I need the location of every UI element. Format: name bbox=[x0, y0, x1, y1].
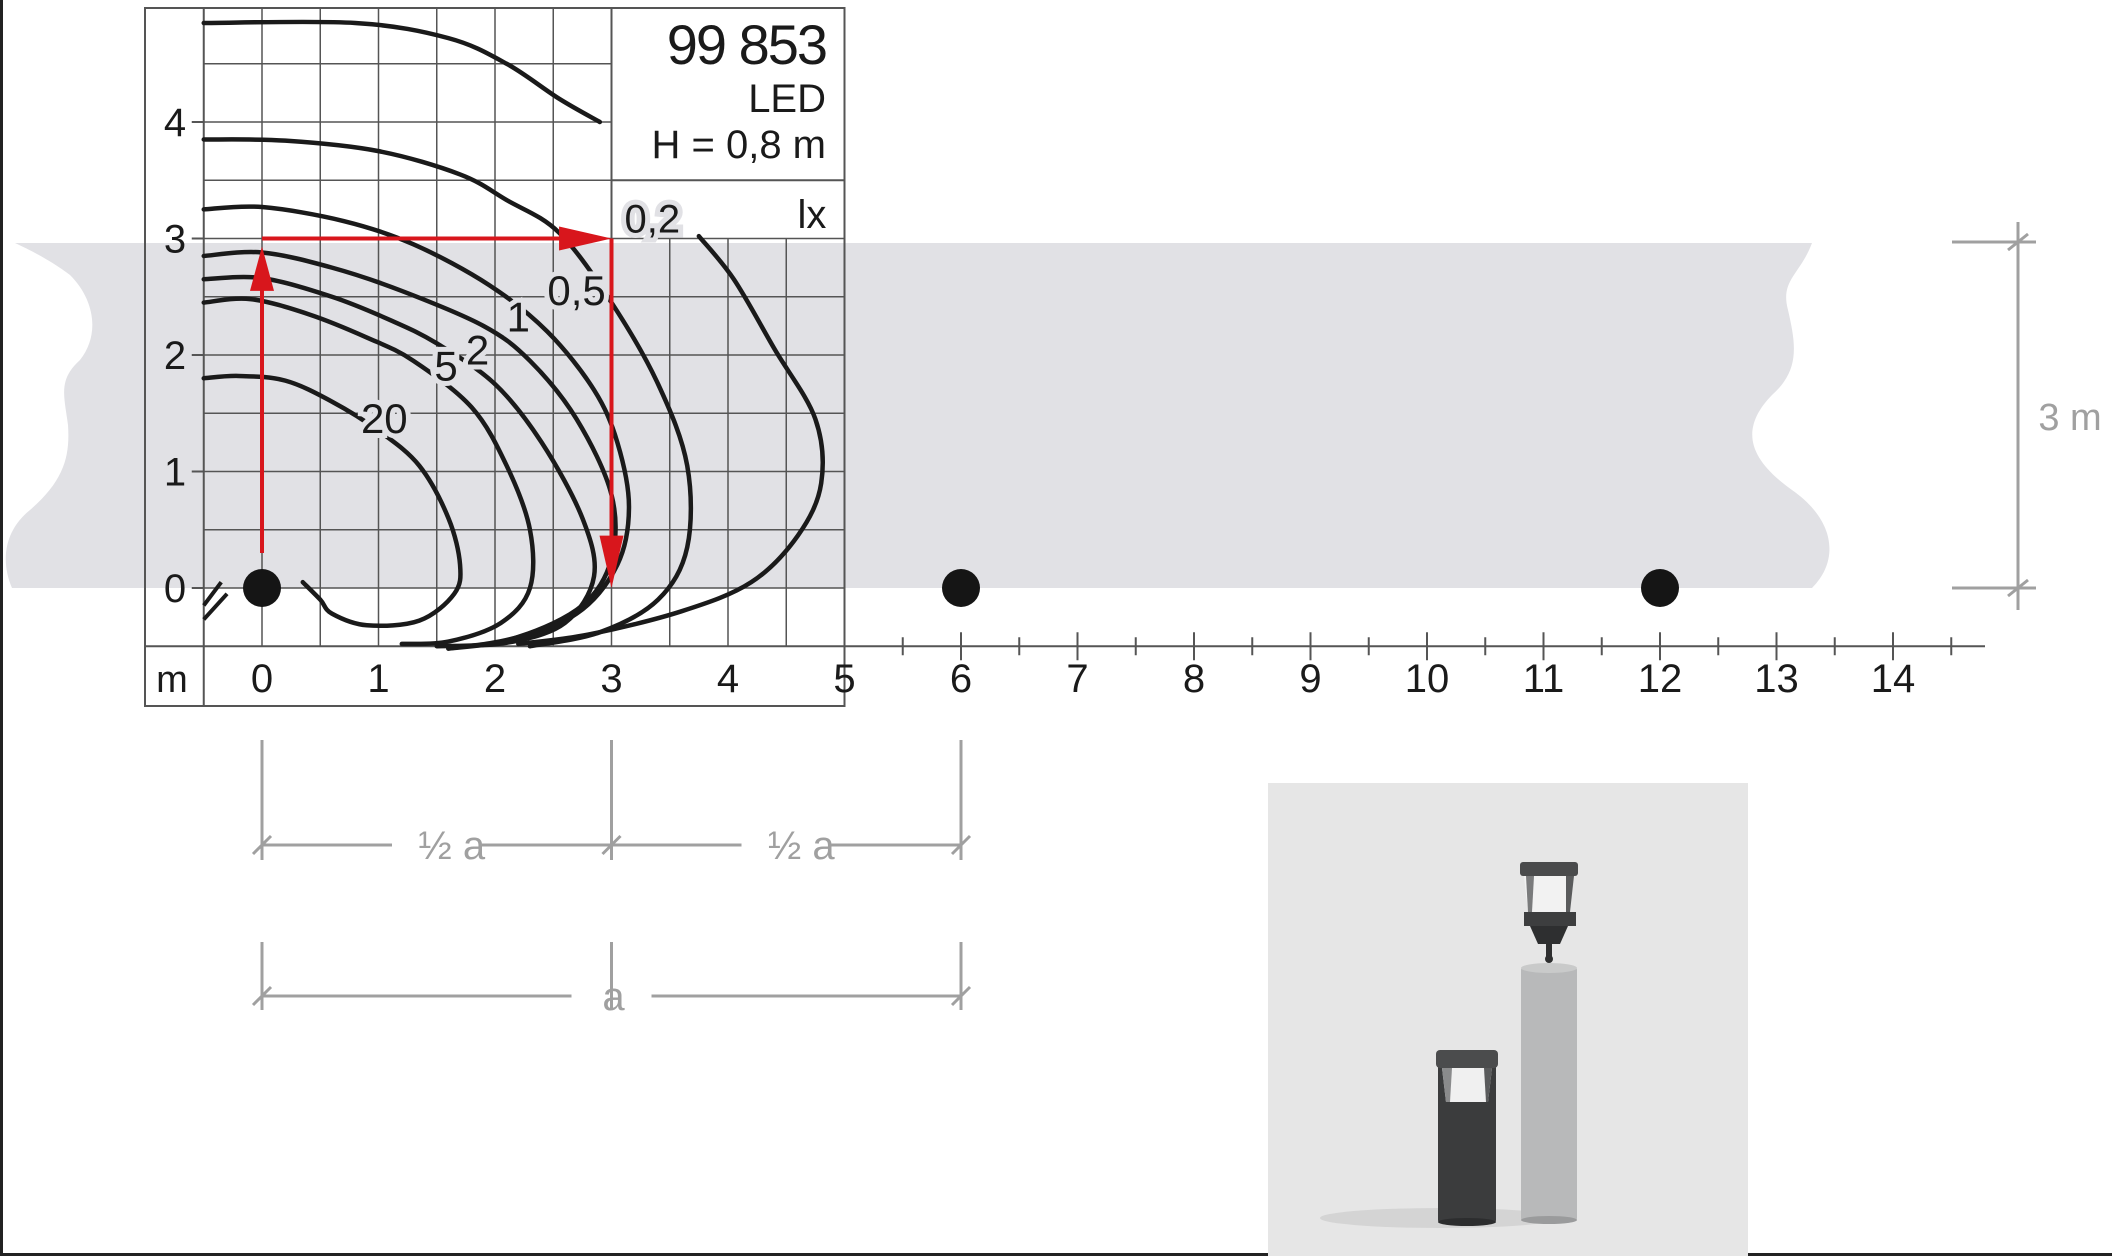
luminaire-base-hatch bbox=[202, 580, 223, 607]
isolux-label: 20 bbox=[361, 395, 408, 442]
path-width-label: 3 m bbox=[2038, 397, 2101, 439]
x-tick-label: 5 bbox=[833, 657, 855, 701]
isolux-curve-1 bbox=[201, 249, 618, 651]
isolux-label: 1 bbox=[507, 294, 530, 341]
y-tick-label: 3 bbox=[164, 218, 186, 262]
x-axis: 0 1 2 3 4 5 6 7 8 9 10 11 12 13 14 bbox=[251, 632, 1985, 701]
isolux-label: 5 bbox=[434, 343, 457, 390]
isolux-curve-2 bbox=[201, 274, 597, 649]
isolux-contour-labels: 20 5 21 0,5 0,2 bbox=[356, 193, 685, 447]
y-axis-labels: 0 1 2 3 4 bbox=[164, 101, 186, 611]
bollard-head-detached bbox=[1520, 862, 1578, 963]
spacing-arrows bbox=[250, 226, 624, 588]
x-tick-label: 0 bbox=[251, 657, 273, 701]
x-tick-label: 7 bbox=[1066, 657, 1088, 701]
lux-unit-label: lx bbox=[798, 193, 827, 237]
isolux-curve-5 bbox=[201, 296, 536, 647]
spacing-dimensions bbox=[251, 740, 972, 1010]
half-spacing-label-left: ½ a bbox=[418, 824, 485, 868]
y-tick-label: 2 bbox=[164, 334, 186, 378]
luminaire-dot bbox=[1641, 569, 1679, 607]
x-tick-label: 10 bbox=[1405, 657, 1450, 701]
luminaire-markers bbox=[243, 569, 1679, 607]
luminaire-dot bbox=[243, 569, 281, 607]
isolux-curve-0-1 bbox=[201, 19, 603, 125]
mounting-height-label: H = 0,8 m bbox=[651, 123, 826, 167]
dimension-tick bbox=[950, 985, 972, 1007]
x-tick-label: 1 bbox=[367, 657, 389, 701]
x-tick-label: 3 bbox=[600, 657, 622, 701]
bollard-tall bbox=[1521, 963, 1577, 1224]
x-tick-label: 4 bbox=[717, 657, 739, 701]
arrow-up-head bbox=[250, 246, 274, 291]
bollard-short bbox=[1436, 1050, 1498, 1226]
isolux-curve-20 bbox=[201, 373, 463, 629]
isolux-label: 2 bbox=[466, 326, 489, 373]
x-tick-label: 12 bbox=[1638, 657, 1683, 701]
y-tick-label: 4 bbox=[164, 101, 186, 145]
dimension-tick bbox=[950, 834, 972, 856]
x-tick-label: 14 bbox=[1871, 657, 1916, 701]
isolux-curve-0-5 bbox=[201, 204, 632, 651]
dimension-tick bbox=[601, 834, 622, 856]
x-tick-label: 8 bbox=[1183, 657, 1205, 701]
luminaire-dot bbox=[942, 569, 980, 607]
arrow-down-head bbox=[599, 535, 624, 588]
isolux-label: 0,5 bbox=[547, 267, 605, 314]
path-width-dimension bbox=[1952, 222, 2036, 610]
y-tick-label: 0 bbox=[164, 567, 186, 611]
y-tick-label: 1 bbox=[164, 451, 186, 495]
x-tick-label: 11 bbox=[1523, 657, 1565, 701]
isolux-curve-0-1 bbox=[516, 233, 825, 647]
path-area bbox=[5, 243, 1830, 588]
isolux-contours bbox=[201, 19, 825, 651]
arrow-right-head bbox=[559, 226, 612, 251]
isolux-label: 0,2 bbox=[624, 198, 680, 242]
x-tick-label: 9 bbox=[1299, 657, 1321, 701]
dimension-tick bbox=[251, 985, 273, 1007]
product-photo bbox=[1268, 783, 1748, 1256]
x-axis-unit-label: m bbox=[156, 659, 188, 701]
dimension-tick bbox=[251, 834, 273, 856]
product-number: 99 853 bbox=[667, 13, 826, 76]
luminaire-base-hatch bbox=[202, 592, 229, 621]
half-spacing-label-right: ½ a bbox=[768, 824, 835, 868]
product-photo-background bbox=[1268, 783, 1748, 1256]
light-source-label: LED bbox=[748, 77, 826, 121]
x-tick-label: 6 bbox=[950, 657, 972, 701]
x-tick-label: 13 bbox=[1754, 657, 1799, 701]
x-tick-label: 2 bbox=[484, 657, 506, 701]
full-spacing-label: a bbox=[602, 975, 625, 1019]
